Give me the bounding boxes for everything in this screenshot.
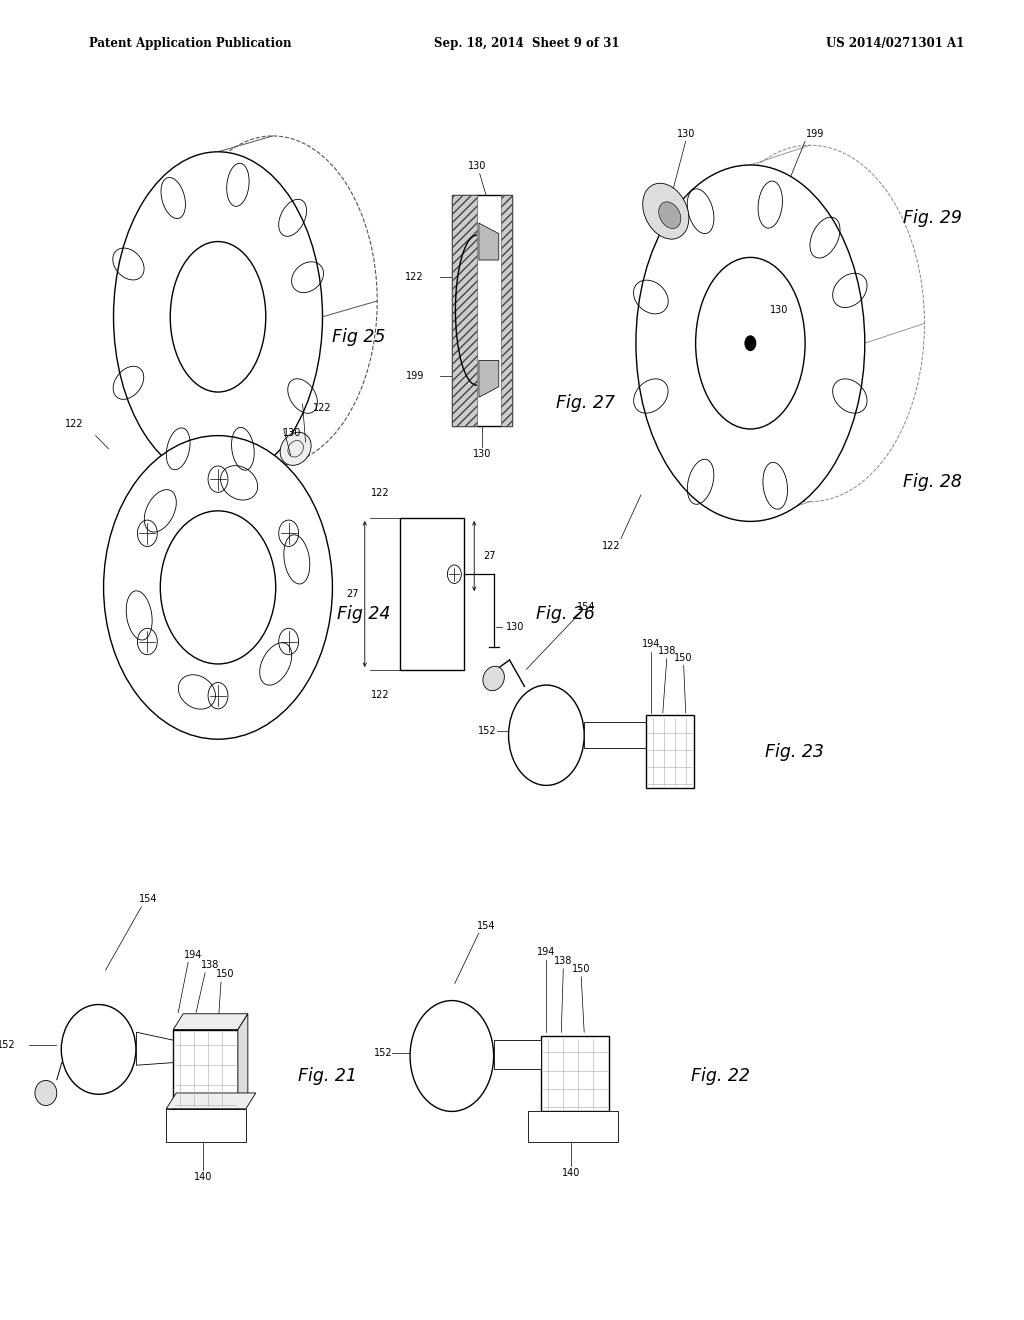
Text: 154: 154 <box>477 920 496 931</box>
Text: 130: 130 <box>284 428 302 438</box>
Text: Fig 24: Fig 24 <box>338 605 391 623</box>
Text: 138: 138 <box>657 645 676 656</box>
Text: Fig. 27: Fig. 27 <box>556 393 615 412</box>
Polygon shape <box>136 1032 173 1065</box>
Ellipse shape <box>483 667 505 690</box>
Text: 122: 122 <box>66 418 84 429</box>
Text: 27: 27 <box>346 589 359 599</box>
Ellipse shape <box>281 432 311 466</box>
Circle shape <box>103 436 333 739</box>
Polygon shape <box>173 1014 248 1030</box>
Text: 122: 122 <box>602 541 621 552</box>
Text: 150: 150 <box>216 969 234 979</box>
Bar <box>528 1111 618 1142</box>
Text: 152: 152 <box>478 726 497 737</box>
Ellipse shape <box>643 183 689 239</box>
Circle shape <box>279 520 299 546</box>
Text: 199: 199 <box>806 128 824 139</box>
Text: 140: 140 <box>562 1168 581 1179</box>
Circle shape <box>279 628 299 655</box>
Text: 122: 122 <box>313 403 332 413</box>
Text: Fig. 21: Fig. 21 <box>298 1067 356 1085</box>
Bar <box>584 722 646 748</box>
Text: Fig. 23: Fig. 23 <box>765 743 824 762</box>
Bar <box>646 715 693 788</box>
Bar <box>166 1109 246 1142</box>
Circle shape <box>208 682 228 709</box>
Text: US 2014/0271301 A1: US 2014/0271301 A1 <box>826 37 965 50</box>
Text: Patent Application Publication: Patent Application Publication <box>89 37 291 50</box>
Bar <box>542 1036 609 1111</box>
Circle shape <box>447 565 461 583</box>
Text: 150: 150 <box>675 652 693 663</box>
Text: Sep. 18, 2014  Sheet 9 of 31: Sep. 18, 2014 Sheet 9 of 31 <box>434 37 620 50</box>
Polygon shape <box>166 1093 256 1109</box>
Bar <box>501 195 512 425</box>
Polygon shape <box>479 223 499 260</box>
Text: Fig. 28: Fig. 28 <box>902 473 962 491</box>
Text: 138: 138 <box>554 956 572 966</box>
Text: 130: 130 <box>770 305 788 315</box>
Text: Fig. 22: Fig. 22 <box>690 1067 750 1085</box>
Bar <box>399 519 464 671</box>
Text: 194: 194 <box>642 639 660 649</box>
Text: 138: 138 <box>201 960 219 970</box>
Text: 154: 154 <box>577 602 595 612</box>
Text: 150: 150 <box>572 964 591 974</box>
Text: 199: 199 <box>406 371 424 381</box>
Text: 194: 194 <box>184 949 203 960</box>
Text: 152: 152 <box>0 1040 16 1051</box>
Circle shape <box>744 335 757 351</box>
Circle shape <box>137 520 158 546</box>
Text: 130: 130 <box>472 449 490 459</box>
Circle shape <box>410 1001 494 1111</box>
Ellipse shape <box>114 152 323 482</box>
Text: 130: 130 <box>468 161 486 170</box>
Bar <box>494 1040 542 1069</box>
Ellipse shape <box>61 1005 136 1094</box>
Text: 130: 130 <box>677 128 695 139</box>
Circle shape <box>208 466 228 492</box>
Text: Fig. 29: Fig. 29 <box>902 209 962 227</box>
Ellipse shape <box>35 1080 56 1105</box>
Circle shape <box>509 685 584 785</box>
Ellipse shape <box>636 165 865 521</box>
Circle shape <box>137 628 158 655</box>
Text: 140: 140 <box>194 1172 212 1183</box>
Text: 152: 152 <box>374 1048 392 1059</box>
Text: 122: 122 <box>371 488 390 498</box>
Ellipse shape <box>658 202 681 228</box>
Bar <box>452 195 477 425</box>
Text: 122: 122 <box>406 272 424 282</box>
Bar <box>452 195 512 425</box>
Text: 130: 130 <box>506 622 524 632</box>
Bar <box>173 1030 238 1109</box>
Text: 27: 27 <box>483 550 496 561</box>
Text: 122: 122 <box>371 689 390 700</box>
Polygon shape <box>479 360 499 397</box>
Text: 154: 154 <box>139 894 158 904</box>
Text: Fig 25: Fig 25 <box>333 327 386 346</box>
Text: 194: 194 <box>538 946 556 957</box>
Text: Fig. 26: Fig. 26 <box>537 605 595 623</box>
Polygon shape <box>238 1014 248 1109</box>
